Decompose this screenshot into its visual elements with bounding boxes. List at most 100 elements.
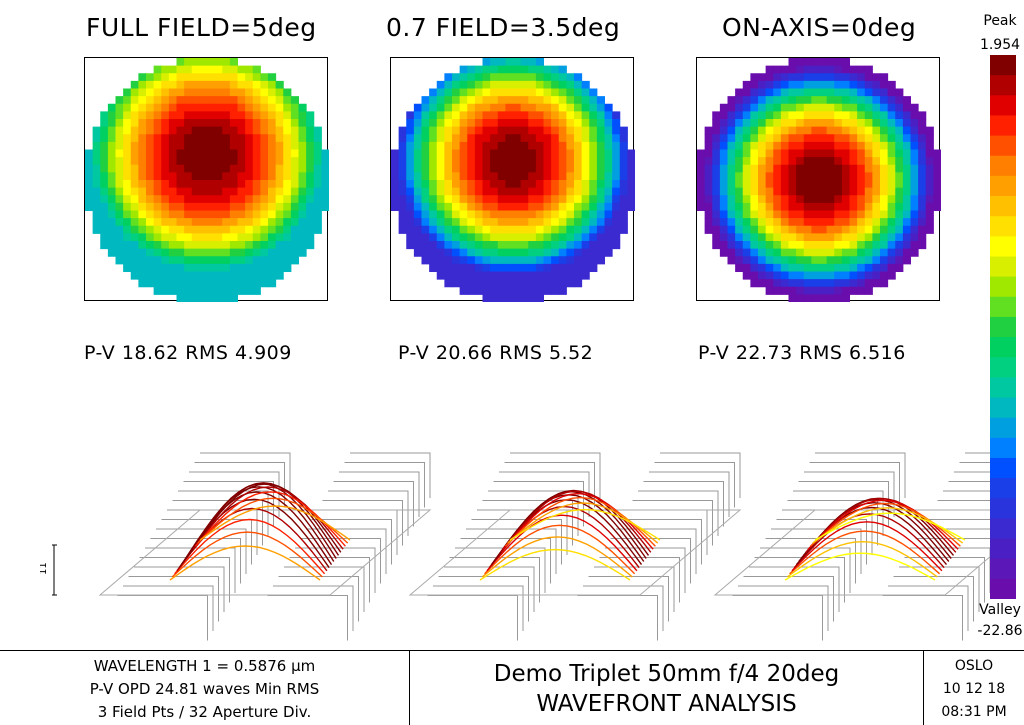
heatmap-cell [130, 187, 139, 196]
heatmap-cell [902, 187, 912, 196]
heatmap-cell [765, 241, 774, 250]
heatmap-cell [222, 172, 231, 181]
heatmap-cell [902, 202, 912, 212]
heatmap-cell [574, 88, 583, 97]
heatmap-cell [574, 111, 583, 120]
heatmap-cell [574, 149, 583, 158]
heatmap-cell [482, 218, 491, 227]
heatmap-cell [222, 187, 231, 196]
heatmap-cell [619, 134, 628, 143]
heatmap-cell [895, 96, 904, 105]
heatmap-cell [849, 263, 858, 273]
heatmap-cell [490, 88, 499, 97]
heatmap-cell [581, 172, 590, 181]
heatmap-cell [452, 279, 461, 288]
heatmap-cell [819, 141, 828, 151]
heatmap-cell [436, 111, 445, 120]
heatmap-cell [528, 210, 537, 219]
heatmap-cell [895, 187, 904, 196]
heatmap-cell [849, 286, 858, 295]
wireframe-grid-line [765, 538, 856, 584]
heatmap-cell [207, 195, 216, 204]
heatmap-cell [191, 141, 200, 151]
heatmap-cell [811, 294, 820, 302]
heatmap-cell [176, 149, 185, 158]
heatmap-cell [413, 225, 423, 234]
heatmap-cell [138, 111, 147, 120]
heatmap-cell [421, 225, 430, 234]
footer-wavelength: WAVELENGTH 1 = 0.5876 µm [93, 657, 316, 675]
heatmap-cell [811, 202, 820, 212]
heatmap-cell [490, 73, 499, 82]
heatmap-cell [834, 187, 843, 196]
heatmap-cell [467, 149, 476, 158]
heatmap-cell [444, 88, 453, 97]
heatmap-cell [796, 263, 805, 273]
wireframe-curve [481, 536, 633, 578]
heatmap-cell [834, 225, 843, 234]
heatmap-cell [719, 134, 729, 143]
heatmap-cell [214, 96, 223, 105]
heatmap-cell [497, 271, 506, 280]
heatmap-cell [153, 233, 162, 242]
heatmap-cell [107, 134, 117, 143]
heatmap-cell [436, 271, 445, 280]
heatmap-cell [298, 134, 307, 143]
heatmap-cell [268, 126, 277, 135]
heatmap-cell [161, 134, 170, 143]
wireframe-grid-line [899, 566, 980, 612]
heatmap-cell [459, 195, 468, 204]
heatmap-cell [229, 73, 239, 82]
heatmap-cell [704, 149, 713, 158]
heatmap-cell [490, 271, 499, 280]
heatmap-cell [467, 164, 476, 173]
heatmap-cell [788, 149, 797, 158]
heatmap-cell [497, 248, 506, 257]
heatmap-cell [123, 241, 132, 250]
heatmap-cell [543, 149, 552, 158]
heatmap-cell [528, 279, 537, 288]
heatmap-cell [490, 256, 499, 265]
heatmap-cell [788, 164, 797, 173]
heatmap-cell [92, 180, 101, 189]
heatmap-cell [92, 187, 101, 196]
heatmap-cell [520, 225, 529, 234]
heatmap-cell [306, 134, 315, 143]
heatmap-cell [252, 149, 261, 158]
heatmap-cell [237, 164, 246, 173]
wireframe-plot [98, 452, 432, 641]
heatmap-cell [520, 172, 529, 181]
heatmap-cell [313, 149, 322, 158]
heatmap-cell [123, 103, 132, 112]
heatmap-cell [765, 96, 774, 105]
heatmap-cell [773, 233, 782, 242]
heatmap-cell [85, 157, 94, 166]
heatmap-cell [788, 195, 797, 204]
heatmap-cell [92, 210, 101, 219]
heatmap-cell [260, 141, 269, 151]
heatmap-cell [604, 164, 613, 173]
heatmap-cell [482, 157, 491, 166]
heatmap-cell [780, 195, 790, 204]
heatmap-cell [735, 88, 744, 97]
heatmap-cell [535, 149, 545, 158]
heatmap-cell [313, 202, 322, 212]
heatmap-cell [229, 241, 239, 250]
heatmap-cell [780, 286, 790, 295]
heatmap-cell [123, 164, 132, 173]
heatmap-cell [925, 202, 934, 212]
heatmap-cell [138, 88, 147, 97]
heatmap-cell [543, 271, 552, 280]
heatmap-cell [184, 111, 193, 120]
heatmap-cell [161, 210, 170, 219]
heatmap-cell [864, 210, 873, 219]
heatmap-cell [482, 88, 491, 97]
heatmap-cell [727, 202, 736, 212]
heatmap-cell [467, 73, 476, 82]
heatmap-cell [788, 256, 797, 265]
wireframe-grid-line [183, 481, 274, 527]
heatmap-cell [520, 233, 529, 242]
heatmap-cell [444, 141, 453, 151]
heatmap-cell [750, 256, 759, 265]
heatmap-cell [819, 58, 828, 67]
